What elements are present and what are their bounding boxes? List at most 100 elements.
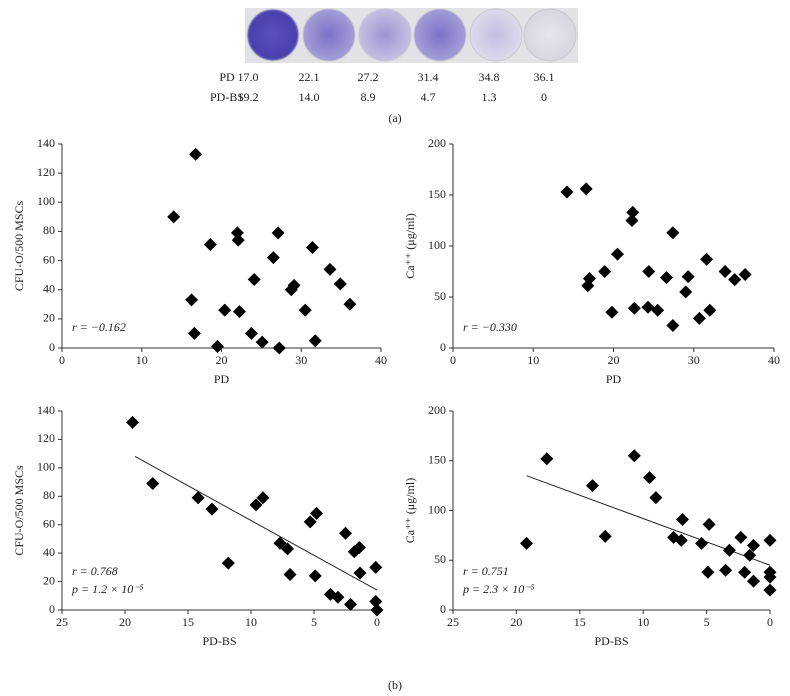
point: [205, 502, 219, 516]
y-tick-label: 50: [434, 552, 446, 566]
y-tick-label: 200: [428, 136, 446, 150]
x-axis-label: PD: [606, 372, 622, 386]
point: [743, 548, 757, 562]
point: [611, 247, 625, 261]
point: [666, 319, 680, 333]
table-cell: 4.7: [421, 90, 436, 104]
point: [520, 536, 534, 550]
point: [695, 536, 709, 550]
point: [308, 334, 322, 348]
row-label: PD-BS: [210, 90, 244, 104]
y-tick-label: 50: [434, 289, 446, 303]
x-axis-label: PD: [214, 372, 230, 386]
y-tick-label: 100: [428, 238, 446, 252]
point: [331, 590, 345, 604]
x-tick-label: 15: [574, 615, 586, 629]
point: [540, 452, 554, 466]
point: [353, 566, 367, 580]
point: [343, 297, 357, 311]
point: [146, 476, 160, 490]
point: [763, 570, 777, 584]
point: [679, 285, 693, 299]
y-tick-label: 120: [37, 165, 55, 179]
annotation: r = 0.768: [72, 564, 118, 578]
table-cell: 27.2: [358, 70, 379, 84]
point: [763, 533, 777, 547]
table-cell: 22.1: [299, 70, 320, 84]
table-cell: 17.0: [238, 70, 259, 84]
point: [734, 530, 748, 544]
point: [339, 526, 352, 540]
table-cell: 19.2: [238, 90, 259, 104]
point: [582, 272, 596, 286]
point: [560, 185, 574, 199]
x-tick-label: 10: [637, 615, 649, 629]
point: [232, 305, 246, 319]
point: [211, 340, 225, 354]
point: [701, 565, 715, 579]
annotation: r = 0.751: [463, 564, 509, 578]
y-tick-label: 60: [43, 252, 55, 266]
y-tick-label: 0: [49, 340, 55, 354]
point: [310, 506, 324, 520]
y-tick-label: 60: [43, 516, 55, 530]
point: [203, 238, 217, 252]
x-tick-label: 20: [216, 353, 228, 367]
point: [191, 491, 205, 505]
point: [308, 569, 322, 583]
point: [281, 542, 295, 556]
y-tick-label: 200: [428, 403, 446, 417]
x-tick-label: 30: [295, 353, 307, 367]
y-tick-label: 100: [37, 194, 55, 208]
point: [247, 273, 261, 287]
x-tick-label: 0: [374, 615, 380, 629]
y-axis-label: CFU-O/500 MSCs: [12, 200, 26, 291]
annotation: r = −0.162: [72, 320, 126, 334]
point: [666, 226, 680, 240]
y-tick-label: 0: [440, 602, 446, 616]
point: [126, 415, 140, 429]
y-tick-label: 80: [43, 488, 55, 502]
point: [763, 583, 777, 597]
point: [370, 603, 384, 617]
y-axis-label: CFU-O/500 MSCs: [12, 465, 26, 556]
table-cell: 36.1: [534, 70, 555, 84]
point: [231, 233, 245, 247]
y-tick-label: 150: [428, 453, 446, 467]
point: [585, 479, 599, 493]
point: [344, 597, 358, 611]
point: [255, 335, 269, 349]
point: [626, 205, 640, 219]
y-tick-label: 150: [428, 187, 446, 201]
point: [625, 214, 639, 227]
point: [167, 210, 181, 224]
x-tick-label: 25: [447, 615, 459, 629]
point: [218, 303, 232, 317]
point: [333, 277, 347, 291]
point: [256, 491, 270, 505]
point: [747, 574, 761, 588]
annotation: p = 1.2 × 10⁻⁵: [71, 582, 144, 596]
x-tick-label: 10: [527, 353, 539, 367]
point: [249, 498, 263, 512]
y-tick-label: 20: [43, 311, 55, 325]
point: [738, 268, 752, 282]
x-tick-label: 20: [608, 353, 620, 367]
point: [692, 311, 706, 325]
y-tick-label: 140: [37, 403, 55, 417]
point: [187, 326, 201, 340]
point: [189, 147, 203, 161]
point: [674, 533, 688, 547]
caption-b: (b): [388, 678, 402, 692]
point: [641, 300, 655, 314]
x-tick-label: 10: [136, 353, 148, 367]
table-cell: 0: [541, 90, 547, 104]
point: [369, 594, 383, 608]
point: [221, 556, 235, 570]
fit-line: [134, 456, 378, 591]
point: [627, 301, 641, 315]
y-tick-label: 20: [43, 573, 55, 587]
y-tick-label: 40: [43, 545, 55, 559]
y-tick-label: 100: [37, 460, 55, 474]
x-tick-label: 0: [450, 353, 456, 367]
